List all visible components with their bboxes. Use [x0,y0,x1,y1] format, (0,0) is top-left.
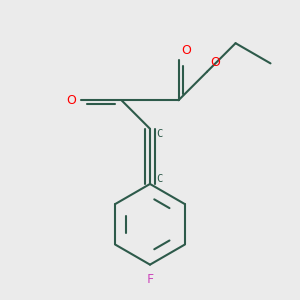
Text: O: O [210,56,220,68]
Text: F: F [146,273,154,286]
Text: O: O [66,94,76,107]
Text: O: O [182,44,192,57]
Text: C: C [156,129,163,139]
Text: C: C [156,174,163,184]
